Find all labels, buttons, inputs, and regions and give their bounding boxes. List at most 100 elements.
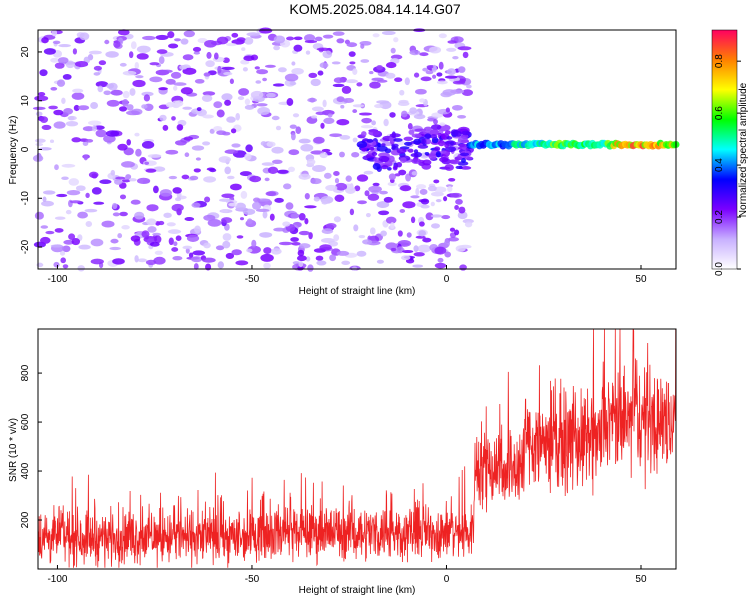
heatmap-cell	[271, 159, 283, 165]
heatmap-cell	[51, 29, 58, 37]
heatmap-cell	[357, 200, 367, 205]
heatmap-cell	[379, 190, 388, 195]
heatmap-cell	[401, 110, 408, 118]
heatmap-cell	[356, 174, 369, 182]
heatmap-cell	[95, 81, 109, 88]
heatmap-cell	[88, 171, 99, 178]
heatmap-cell	[191, 256, 203, 263]
heatmap-cell	[444, 130, 451, 135]
heatmap-cell	[194, 225, 201, 234]
heatmap-cell	[424, 126, 433, 131]
heatmap-cell	[334, 194, 345, 202]
heatmap-cell	[390, 247, 397, 252]
heatmap-cell	[418, 230, 426, 237]
heatmap-cell	[444, 75, 458, 79]
heatmap-cell	[398, 169, 407, 176]
heatmap-cell	[121, 225, 130, 230]
heatmap-cell	[165, 149, 179, 155]
heatmap-cell	[91, 187, 102, 195]
heatmap-cell	[371, 120, 376, 126]
snr-x-tick-label: -50	[245, 574, 260, 585]
heatmap-cell	[103, 90, 112, 96]
heatmap-cell	[380, 230, 387, 237]
heatmap-cell	[216, 109, 225, 118]
heatmap-cell	[61, 176, 69, 181]
heatmap-cell	[446, 68, 457, 75]
heatmap-cell	[269, 213, 275, 221]
heatmap-cell	[121, 161, 135, 168]
heatmap-cell	[433, 179, 440, 184]
heatmap-cell	[451, 104, 463, 111]
heatmap-cell	[250, 90, 264, 99]
heatmap-cell	[40, 225, 49, 229]
heatmap-cell	[319, 152, 328, 159]
heatmap-cell	[93, 201, 105, 205]
heatmap-cell	[413, 252, 425, 257]
heatmap-cell	[312, 165, 326, 172]
heatmap-cell	[231, 32, 239, 38]
heatmap-cell	[415, 235, 426, 239]
heatmap-cell	[230, 128, 237, 134]
heatmap-cell	[226, 116, 236, 123]
heatmap-cell	[195, 157, 201, 161]
heatmap-cell	[261, 162, 275, 166]
heatmap-cell	[444, 142, 449, 149]
heatmap-cell	[122, 90, 130, 99]
heatmap-cell	[377, 79, 388, 83]
heatmap-cell	[290, 237, 299, 242]
heatmap-cell	[260, 141, 267, 146]
heatmap-cell	[222, 240, 231, 249]
heatmap-cell	[153, 185, 159, 194]
heatmap-cell	[296, 255, 307, 262]
heatmap-cell	[128, 178, 137, 182]
heatmap-y-ticks: -20 -10 0 10 20	[20, 46, 42, 254]
heatmap-cell	[147, 226, 157, 233]
heatmap-cell	[119, 62, 127, 67]
heatmap-cell	[226, 43, 237, 47]
heatmap-cell	[202, 114, 214, 119]
heatmap-cell	[54, 228, 64, 233]
heatmap-cell	[126, 110, 140, 116]
heatmap-cell	[369, 81, 381, 89]
heatmap-cell	[311, 106, 324, 112]
heatmap-cell	[361, 117, 372, 124]
heatmap-cell	[182, 245, 193, 250]
heatmap-cell	[411, 158, 422, 164]
heatmap-y-tick-label: 10	[20, 95, 31, 107]
heatmap-cell	[88, 50, 102, 55]
heatmap-cell	[424, 152, 430, 156]
heatmap-cell	[374, 104, 383, 109]
heatmap-cell	[360, 124, 374, 129]
heatmap-cell	[285, 202, 294, 210]
heatmap-cell	[460, 166, 472, 170]
heatmap-cell	[352, 109, 358, 114]
heatmap-cell	[278, 241, 293, 246]
colorbar-gradient	[711, 29, 738, 270]
heatmap-cell	[376, 100, 390, 104]
heatmap-cell	[242, 67, 248, 72]
heatmap-cell	[321, 228, 334, 235]
heatmap-cell	[416, 184, 427, 190]
heatmap-cell	[172, 187, 182, 194]
heatmap-cell	[128, 51, 134, 59]
heatmap-cell	[391, 143, 399, 148]
heatmap-cell	[435, 151, 441, 158]
heatmap-y-tick-label: 20	[20, 46, 31, 58]
heatmap-cell	[333, 216, 341, 223]
heatmap-cell	[41, 37, 49, 44]
heatmap-cell	[244, 98, 251, 106]
heatmap-cell	[255, 208, 270, 213]
heatmap-cell	[319, 244, 332, 251]
heatmap-cell	[112, 212, 120, 217]
heatmap-cell	[315, 111, 327, 116]
heatmap-cell	[73, 104, 80, 112]
heatmap-cell	[293, 36, 303, 41]
heatmap-cell	[417, 244, 432, 253]
heatmap-cell	[454, 205, 459, 210]
heatmap-x-tick-label: -100	[47, 274, 67, 285]
heatmap-cell	[419, 52, 429, 57]
heatmap-cell	[449, 141, 455, 146]
heatmap-cell	[186, 234, 200, 242]
heatmap-cell	[412, 264, 424, 268]
